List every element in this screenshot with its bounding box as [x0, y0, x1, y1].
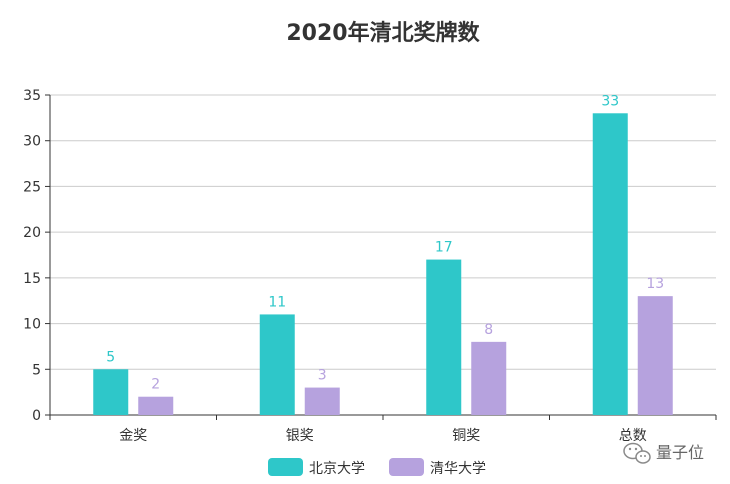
- chart-title: 2020年清北奖牌数: [286, 20, 480, 46]
- legend-swatch: [268, 458, 303, 476]
- wechat-icon: [623, 442, 651, 464]
- data-label: 5: [106, 349, 115, 365]
- x-axis: 金奖 银奖 铜奖 总数: [49, 414, 717, 444]
- data-labels: 5 2 11 3 17 8 33 13: [106, 93, 664, 392]
- data-label: 33: [601, 93, 619, 109]
- y-tick-label: 35: [23, 88, 41, 104]
- bar: [304, 387, 340, 415]
- grid-lines: [50, 94, 716, 370]
- y-tick-label: 25: [23, 179, 41, 195]
- data-label: 13: [646, 276, 664, 292]
- x-tick-label: 金奖: [119, 427, 147, 444]
- y-tick-label: 15: [23, 271, 41, 287]
- bar: [637, 296, 673, 415]
- watermark: 量子位: [623, 442, 704, 464]
- bar: [592, 113, 628, 416]
- x-tick-label: 总数: [619, 428, 647, 444]
- data-label: 2: [151, 377, 160, 393]
- bar: [471, 341, 507, 415]
- legend-swatch: [389, 458, 424, 476]
- bars: [93, 113, 673, 416]
- bar: [259, 314, 295, 415]
- x-tick-label: 银奖: [286, 427, 314, 444]
- y-tick-label: 5: [32, 362, 41, 378]
- bar: [138, 396, 174, 415]
- x-tick-label: 铜奖: [452, 427, 480, 444]
- y-tick-label: 20: [23, 225, 41, 241]
- legend[interactable]: 北京大学 清华大学: [268, 458, 486, 477]
- data-label: 17: [435, 240, 453, 256]
- bar: [426, 259, 462, 415]
- watermark-text: 量子位: [656, 443, 704, 462]
- legend-label: 清华大学: [430, 461, 486, 477]
- data-label: 11: [268, 294, 286, 310]
- data-label: 3: [318, 368, 327, 384]
- data-label: 8: [484, 322, 493, 338]
- y-tick-label: 30: [23, 134, 41, 150]
- y-tick-label: 0: [32, 408, 41, 424]
- y-axis: 0 5 10 15 20 25 30 35: [23, 88, 51, 424]
- y-tick-label: 10: [23, 317, 41, 333]
- legend-label: 北京大学: [309, 461, 365, 477]
- bar: [93, 369, 129, 415]
